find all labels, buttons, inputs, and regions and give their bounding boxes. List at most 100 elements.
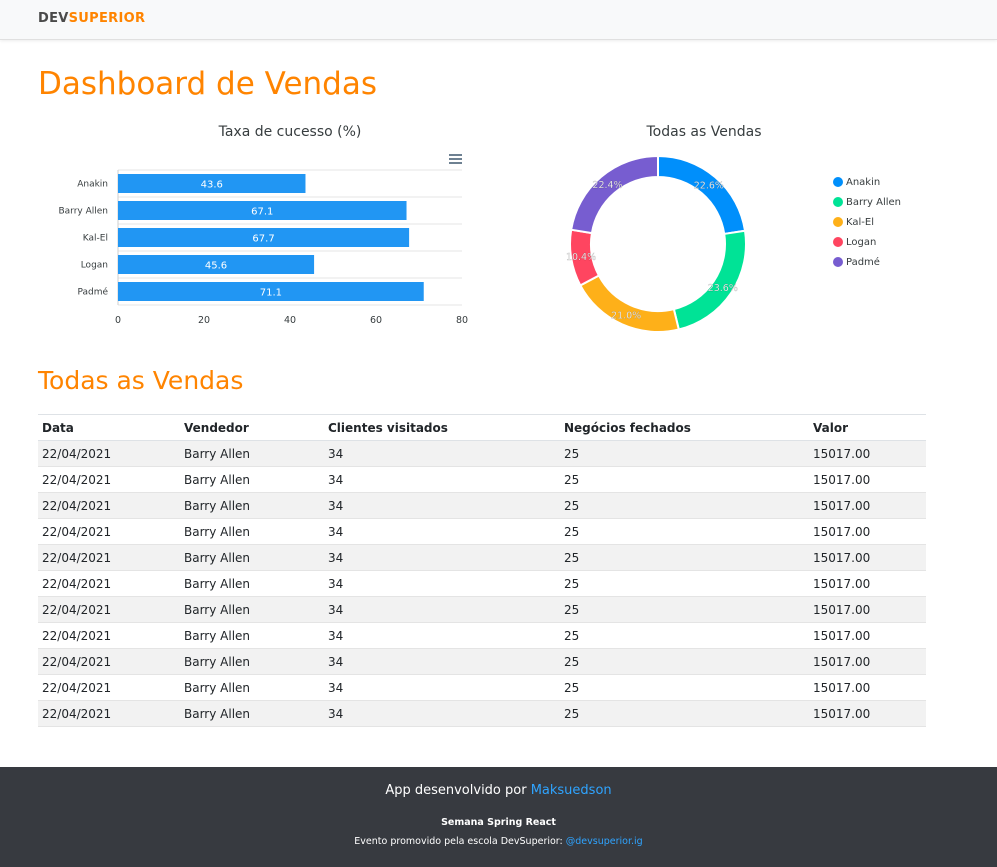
legend-item[interactable]: Barry Allen bbox=[833, 192, 901, 212]
cell-valor: 15017.00 bbox=[813, 446, 871, 461]
legend-label: Padmé bbox=[846, 256, 880, 268]
bar[interactable] bbox=[118, 255, 315, 274]
legend-label: Logan bbox=[846, 236, 877, 248]
cell-valor: 15017.00 bbox=[813, 472, 871, 487]
slice-data-label: 22.4% bbox=[592, 180, 622, 191]
donut-slice[interactable] bbox=[570, 154, 659, 235]
table-row: 22/04/2021 Barry Allen 34 25 15017.00 bbox=[38, 493, 926, 519]
bar[interactable] bbox=[118, 174, 306, 193]
sales-section-title: Todas as Vendas bbox=[38, 366, 244, 395]
success-rate-bar-chart: 43.6 Anakin 67.1 Barry Allen 67.7 Kal-El 45.6 L… bbox=[58, 169, 468, 326]
legend-item[interactable]: Padmé bbox=[833, 252, 901, 272]
footer-promoted-text: Evento promovido pela escola DevSuperior… bbox=[354, 836, 566, 847]
header-negocios-fechados: Negócios fechados bbox=[564, 420, 691, 435]
page-title: Dashboard de Vendas bbox=[38, 66, 377, 102]
cell-clientes: 34 bbox=[328, 576, 344, 591]
legend-marker bbox=[833, 237, 843, 247]
devsuperior-logo[interactable]: DEVSUPERIOR bbox=[38, 11, 145, 26]
author-link[interactable]: Maksuedson bbox=[530, 783, 612, 798]
cell-negocios: 25 bbox=[564, 446, 580, 461]
cell-clientes: 34 bbox=[328, 498, 344, 513]
donut-slice[interactable] bbox=[657, 154, 747, 236]
bar[interactable] bbox=[118, 201, 407, 220]
cell-vendedor: Barry Allen bbox=[184, 706, 251, 721]
donut-chart-title: Todas as Vendas bbox=[646, 124, 762, 140]
footer: App desenvolvido por Maksuedson Semana S… bbox=[0, 767, 997, 867]
cell-negocios: 25 bbox=[564, 680, 580, 695]
cell-valor: 15017.00 bbox=[813, 550, 871, 565]
cell-negocios: 25 bbox=[564, 576, 580, 591]
cell-data: 22/04/2021 bbox=[42, 472, 112, 487]
cell-negocios: 25 bbox=[564, 706, 580, 721]
donut-slice[interactable] bbox=[579, 274, 681, 333]
slice-data-label: 22.6% bbox=[694, 180, 724, 191]
cell-vendedor: Barry Allen bbox=[184, 602, 251, 617]
table-row: 22/04/2021 Barry Allen 34 25 15017.00 bbox=[38, 441, 926, 467]
cell-vendedor: Barry Allen bbox=[184, 628, 251, 643]
cell-clientes: 34 bbox=[328, 628, 344, 643]
table-row: 22/04/2021 Barry Allen 34 25 15017.00 bbox=[38, 519, 926, 545]
cell-data: 22/04/2021 bbox=[42, 628, 112, 643]
cell-negocios: 25 bbox=[564, 550, 580, 565]
hamburger-menu-icon[interactable] bbox=[449, 154, 462, 164]
table-header-row: Data Vendedor Clientes visitados Negócio… bbox=[38, 415, 926, 441]
cell-data: 22/04/2021 bbox=[42, 446, 112, 461]
cell-data: 22/04/2021 bbox=[42, 550, 112, 565]
footer-event-name: Semana Spring React bbox=[441, 817, 556, 828]
legend-label: Anakin bbox=[846, 176, 881, 188]
category-label: Anakin bbox=[77, 180, 108, 190]
logo-dev-text: DEV bbox=[38, 11, 69, 26]
cell-vendedor: Barry Allen bbox=[184, 498, 251, 513]
legend-item[interactable]: Kal-El bbox=[833, 212, 901, 232]
donut-slice[interactable] bbox=[672, 229, 747, 331]
cell-data: 22/04/2021 bbox=[42, 524, 112, 539]
cell-clientes: 34 bbox=[328, 524, 344, 539]
bar-data-label: 67.7 bbox=[252, 234, 274, 245]
cell-vendedor: Barry Allen bbox=[184, 550, 251, 565]
cell-valor: 15017.00 bbox=[813, 524, 871, 539]
bar-chart-title: Taxa de cucesso (%) bbox=[218, 124, 362, 140]
slice-data-label: 23.6% bbox=[708, 283, 738, 294]
cell-clientes: 34 bbox=[328, 446, 344, 461]
x-tick-label: 40 bbox=[284, 315, 296, 326]
slice-data-label: 10.4% bbox=[566, 252, 596, 263]
cell-data: 22/04/2021 bbox=[42, 576, 112, 591]
cell-vendedor: Barry Allen bbox=[184, 654, 251, 669]
legend-item[interactable]: Anakin bbox=[833, 172, 901, 192]
cell-negocios: 25 bbox=[564, 524, 580, 539]
table-row: 22/04/2021 Barry Allen 34 25 15017.00 bbox=[38, 623, 926, 649]
footer-promoted: Evento promovido pela escola DevSuperior… bbox=[0, 836, 997, 847]
cell-vendedor: Barry Allen bbox=[184, 524, 251, 539]
cell-data: 22/04/2021 bbox=[42, 654, 112, 669]
cell-negocios: 25 bbox=[564, 498, 580, 513]
table-row: 22/04/2021 Barry Allen 34 25 15017.00 bbox=[38, 571, 926, 597]
legend-marker bbox=[833, 217, 843, 227]
cell-clientes: 34 bbox=[328, 706, 344, 721]
cell-negocios: 25 bbox=[564, 628, 580, 643]
x-tick-label: 20 bbox=[198, 315, 210, 326]
cell-valor: 15017.00 bbox=[813, 602, 871, 617]
legend-item[interactable]: Logan bbox=[833, 232, 901, 252]
legend-label: Kal-El bbox=[846, 216, 874, 228]
cell-negocios: 25 bbox=[564, 472, 580, 487]
table-row: 22/04/2021 Barry Allen 34 25 15017.00 bbox=[38, 649, 926, 675]
cell-vendedor: Barry Allen bbox=[184, 472, 251, 487]
instagram-link[interactable]: @devsuperior.ig bbox=[565, 836, 643, 847]
bar[interactable] bbox=[118, 282, 424, 301]
cell-data: 22/04/2021 bbox=[42, 602, 112, 617]
cell-valor: 15017.00 bbox=[813, 680, 871, 695]
cell-clientes: 34 bbox=[328, 472, 344, 487]
cell-clientes: 34 bbox=[328, 654, 344, 669]
bar-data-label: 45.6 bbox=[205, 261, 227, 272]
cell-valor: 15017.00 bbox=[813, 706, 871, 721]
x-tick-label: 0 bbox=[115, 315, 121, 326]
legend-marker bbox=[833, 197, 843, 207]
table-row: 22/04/2021 Barry Allen 34 25 15017.00 bbox=[38, 675, 926, 701]
cell-valor: 15017.00 bbox=[813, 576, 871, 591]
category-label: Logan bbox=[81, 261, 108, 271]
cell-data: 22/04/2021 bbox=[42, 680, 112, 695]
cell-vendedor: Barry Allen bbox=[184, 446, 251, 461]
bar[interactable] bbox=[118, 228, 410, 247]
legend-marker bbox=[833, 177, 843, 187]
cell-negocios: 25 bbox=[564, 654, 580, 669]
